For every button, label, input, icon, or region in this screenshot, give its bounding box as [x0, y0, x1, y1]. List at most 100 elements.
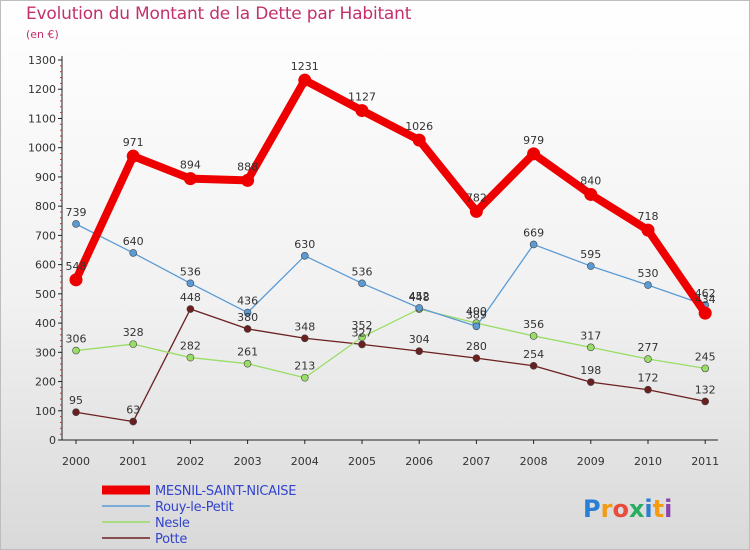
y-tick-label: 700 [35, 229, 56, 242]
series-point-3 [644, 385, 652, 394]
data-label-3: 132 [695, 383, 716, 396]
y-tick-label: 500 [35, 288, 56, 301]
y-tick-label: 900 [35, 171, 56, 184]
series-line-0 [72, 76, 710, 318]
data-label-0: 971 [123, 136, 144, 149]
data-label-2: 282 [180, 340, 201, 353]
data-label-2: 277 [638, 341, 659, 354]
x-tick-label: 2009 [577, 455, 605, 468]
legend-label-1: Rouy-le-Petit [155, 500, 234, 515]
data-label-2: 400 [466, 305, 487, 318]
data-label-3: 327 [352, 326, 373, 339]
x-tick-label: 2005 [348, 455, 376, 468]
data-label-0: 840 [580, 174, 601, 187]
x-tick-label: 2011 [691, 455, 719, 468]
y-tick-label: 1100 [28, 112, 56, 125]
data-label-1: 389 [466, 308, 487, 321]
series-point-0 [641, 223, 655, 237]
series-point-2 [358, 333, 366, 341]
data-label-2: 317 [580, 329, 601, 342]
data-label-0: 434 [695, 293, 716, 306]
y-tick-label: 1000 [28, 142, 56, 155]
legend-label-2: Nesle [155, 516, 190, 531]
data-label-1: 630 [294, 238, 315, 251]
data-label-3: 63 [126, 404, 140, 417]
series-point-2 [701, 364, 710, 373]
series-point-1 [358, 279, 366, 288]
chart-unit: (en €) [26, 28, 59, 41]
series-point-2 [586, 343, 595, 352]
series-point-3 [472, 354, 481, 362]
data-label-3: 380 [237, 311, 258, 324]
data-label-2: 261 [237, 346, 258, 359]
series-point-0 [126, 149, 140, 163]
series-line-3 [75, 308, 706, 423]
x-tick-label: 2003 [234, 455, 262, 468]
data-label-1: 595 [580, 248, 601, 261]
x-tick-label: 2007 [462, 455, 490, 468]
series-point-2 [129, 340, 137, 348]
series-point-3 [358, 340, 366, 349]
data-label-0: 1231 [291, 60, 319, 73]
data-label-3: 304 [409, 333, 430, 346]
data-label-1: 739 [66, 206, 87, 219]
series-point-2 [644, 355, 652, 363]
data-label-0: 894 [180, 159, 201, 172]
series-point-1 [415, 304, 424, 312]
series-point-0 [698, 306, 712, 320]
data-label-1: 669 [523, 226, 544, 239]
y-tick-label: 1300 [28, 54, 56, 67]
series-point-2 [243, 359, 252, 368]
data-label-2: 352 [352, 319, 373, 332]
data-label-0: 718 [638, 210, 659, 223]
series-point-1 [72, 220, 80, 228]
series-point-2 [529, 332, 538, 340]
series-point-0 [584, 187, 598, 201]
x-tick-label: 2000 [62, 455, 90, 468]
series-point-1 [644, 281, 652, 289]
x-tick-label: 2010 [634, 455, 662, 468]
data-label-3: 95 [69, 394, 83, 407]
series-point-3 [586, 378, 595, 386]
series-line-1 [75, 223, 706, 327]
data-label-2: 356 [523, 318, 544, 331]
data-label-2: 245 [695, 350, 716, 363]
data-label-1: 530 [638, 267, 659, 280]
data-label-1: 436 [237, 295, 258, 308]
series-point-1 [129, 249, 137, 257]
series-point-3 [72, 408, 80, 417]
series-point-1 [529, 240, 538, 249]
chart-title: Evolution du Montant de la Dette par Hab… [26, 4, 412, 24]
data-label-0: 548 [66, 260, 87, 273]
series-point-3 [701, 397, 710, 406]
series-point-0 [469, 204, 483, 218]
data-label-1: 536 [352, 265, 373, 278]
data-label-3: 448 [180, 291, 201, 304]
data-label-0: 979 [523, 134, 544, 147]
y-tick-label: 400 [35, 317, 56, 330]
data-label-0: 888 [237, 160, 258, 173]
x-tick-label: 2008 [520, 455, 548, 468]
series-point-3 [186, 305, 195, 313]
series-point-0 [355, 104, 369, 118]
series-point-0 [298, 73, 312, 87]
data-label-3: 348 [294, 320, 315, 333]
series-point-0 [183, 172, 197, 186]
y-tick-label: 0 [49, 434, 56, 447]
data-label-0: 1127 [348, 91, 376, 104]
x-tick-label: 2001 [119, 455, 147, 468]
data-label-1: 462 [695, 287, 716, 300]
data-label-0: 782 [466, 191, 487, 204]
series-point-1 [186, 279, 195, 288]
series-point-3 [415, 347, 424, 355]
series-point-2 [72, 346, 80, 355]
data-label-3: 280 [466, 340, 487, 353]
y-tick-label: 600 [35, 259, 56, 272]
data-label-1: 452 [409, 290, 430, 303]
y-tick-label: 1200 [28, 83, 56, 96]
data-label-3: 254 [523, 348, 544, 361]
series-point-1 [472, 322, 481, 331]
proxiti-logo: Proxiti [583, 495, 672, 523]
